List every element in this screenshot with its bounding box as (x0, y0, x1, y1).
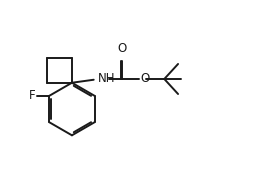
Text: O: O (140, 72, 150, 85)
Text: F: F (29, 89, 35, 102)
Text: O: O (118, 43, 127, 56)
Text: NH: NH (98, 72, 116, 85)
